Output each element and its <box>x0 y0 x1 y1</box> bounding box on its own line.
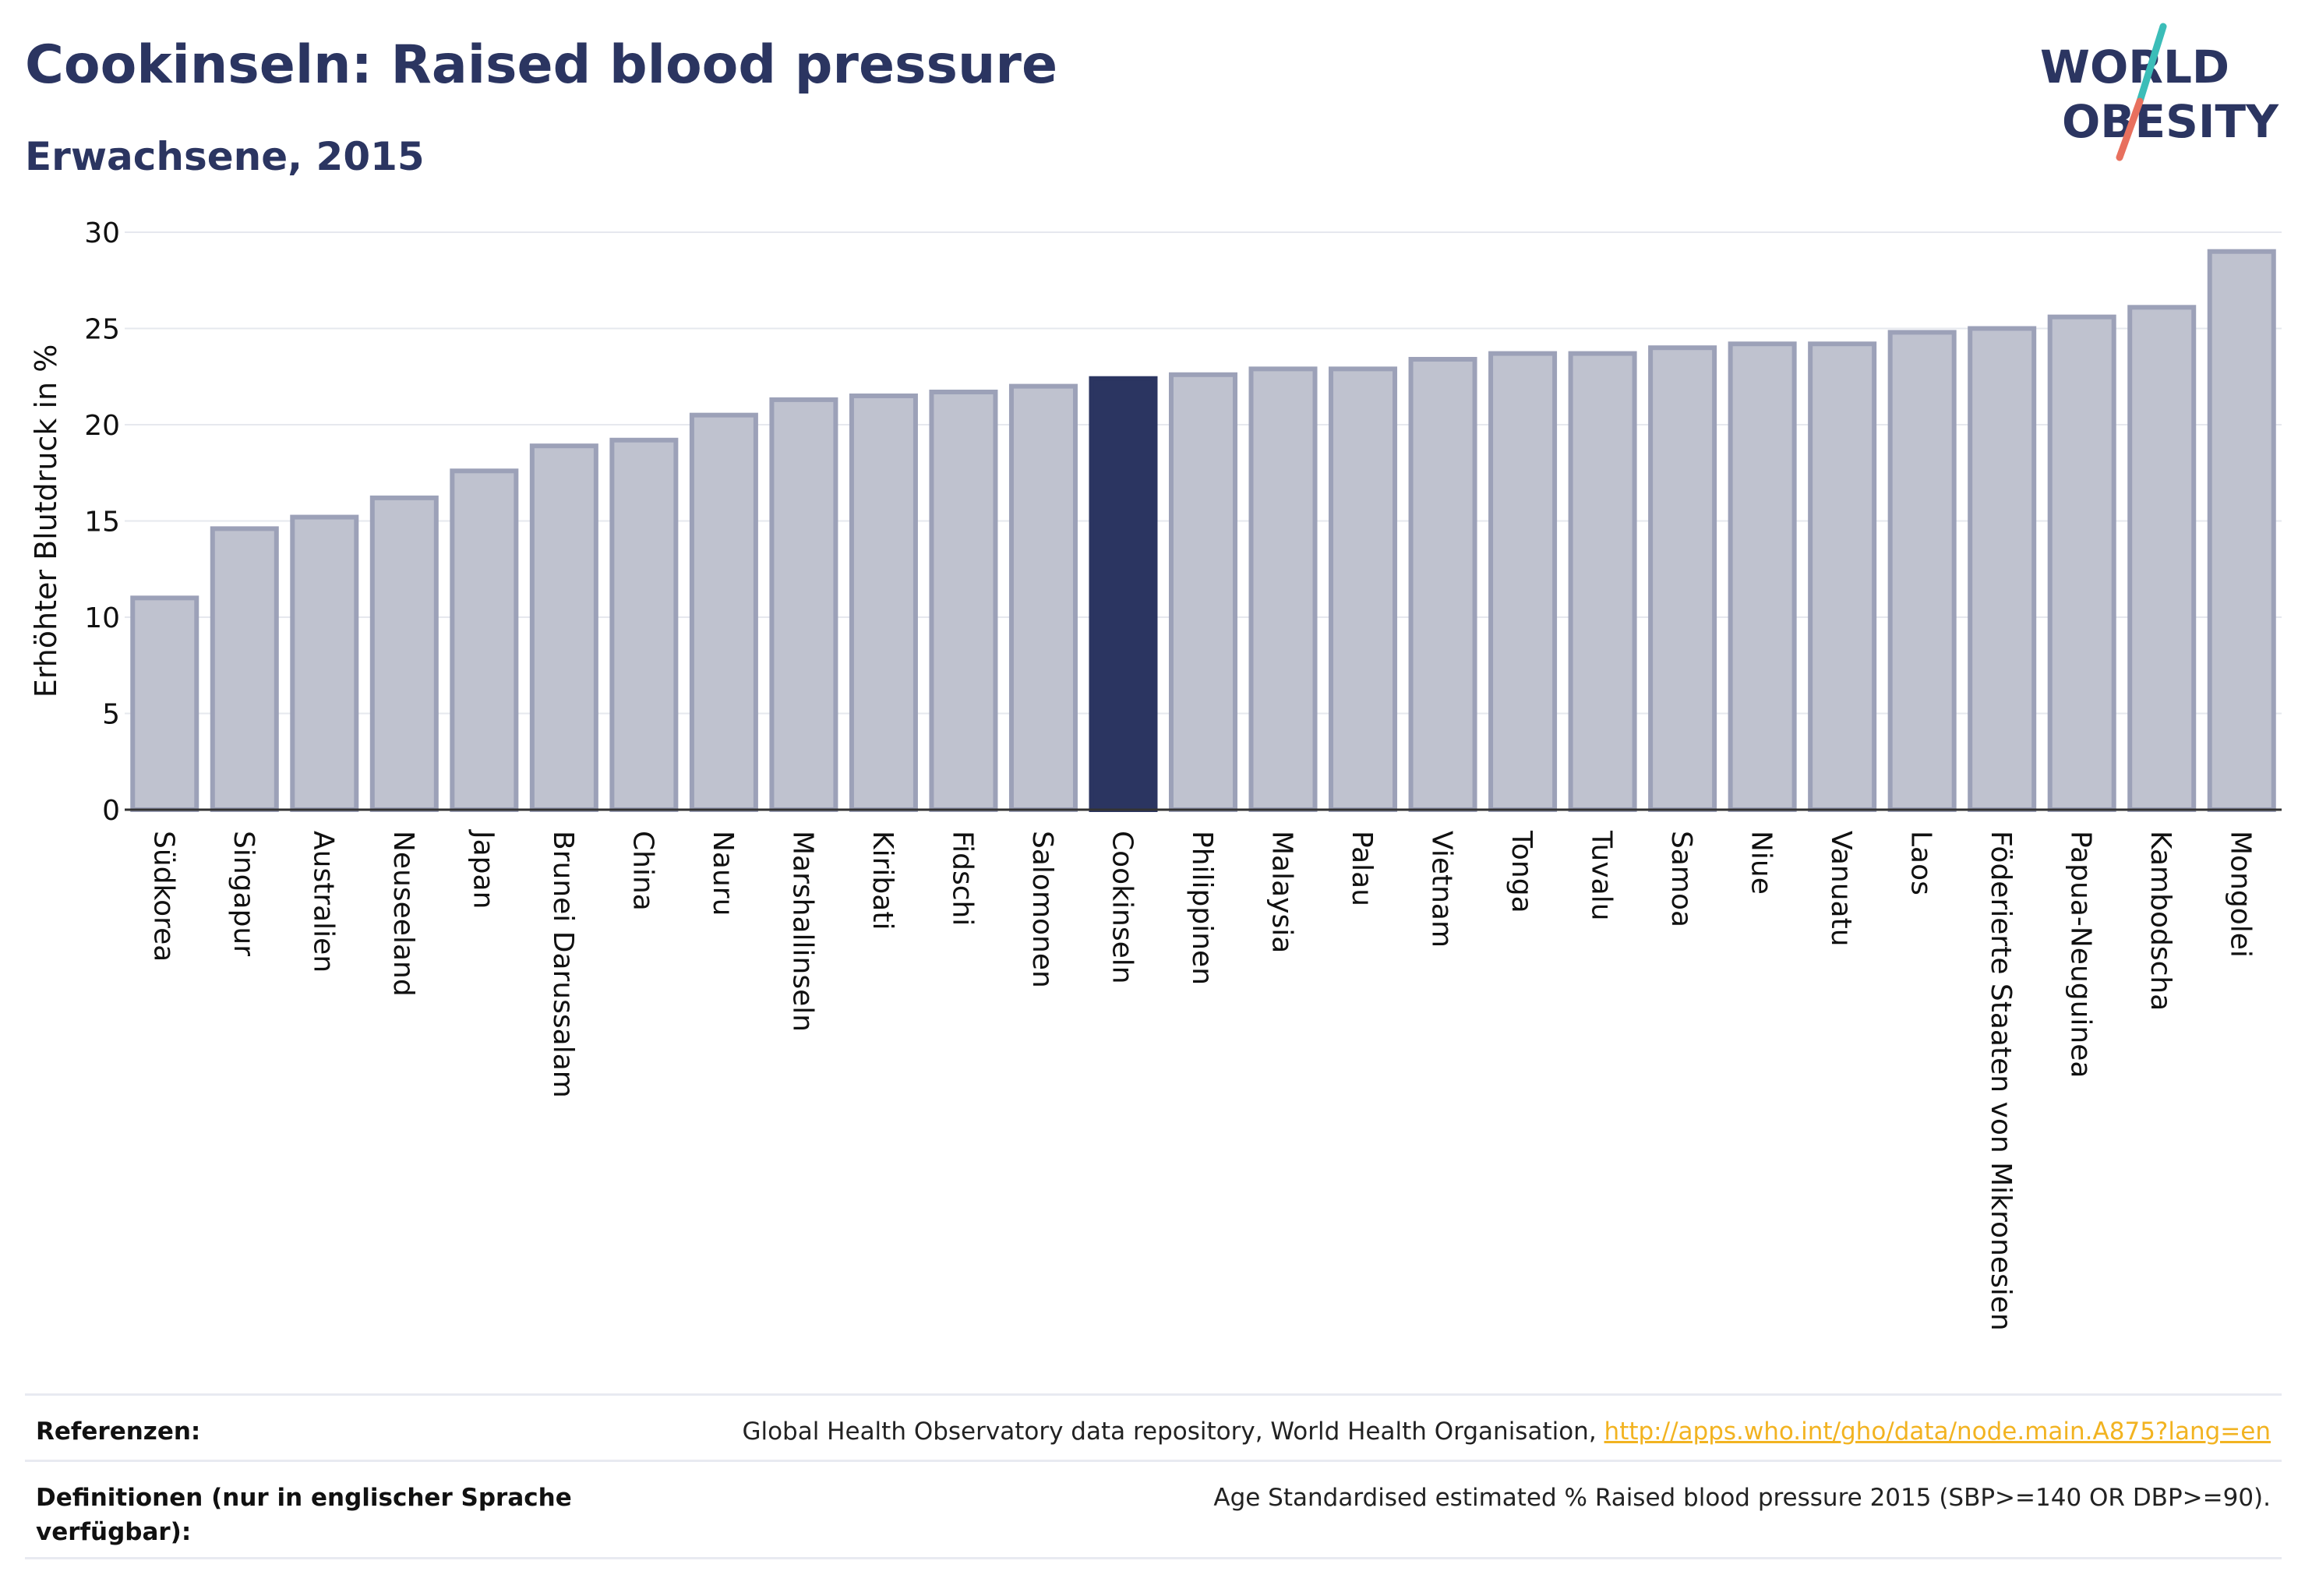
x-tick-label: Australien <box>307 831 339 973</box>
bar <box>210 526 279 812</box>
x-tick-label: Papua-Neuguinea <box>2065 831 2097 1078</box>
bar <box>450 468 519 813</box>
bar <box>1329 366 1398 812</box>
y-tick-label: 15 <box>84 507 120 538</box>
bars <box>130 249 2276 813</box>
definitions-label: Definitionen (nur in englischer Sprache … <box>36 1484 572 1546</box>
x-tick-label: Mongolei <box>2225 831 2257 958</box>
bar <box>929 390 998 812</box>
bar-highlighted <box>1089 376 1158 813</box>
x-tick-label: Kiribati <box>867 831 898 930</box>
bar <box>1568 351 1637 812</box>
x-tick-label: Singapur <box>228 831 259 956</box>
bar <box>609 437 679 812</box>
bar <box>2047 314 2116 812</box>
logo-line-2: OBESITY <box>2062 95 2279 148</box>
definitions-row: Definitionen (nur in englischer Sprache … <box>25 1460 2282 1559</box>
page-title: Cookinseln: Raised blood pressure <box>25 34 1058 96</box>
x-tick-label: Japan <box>467 829 499 909</box>
x-tick-label: Samoa <box>1665 831 1697 927</box>
references-row: Referenzen: Global Health Observatory da… <box>25 1393 2282 1460</box>
x-axis: Südkorea Singapur Australien Neuseeland Japa… <box>125 808 2282 1331</box>
bar <box>1008 383 1078 813</box>
bar <box>130 595 199 812</box>
x-tick-label: Tonga <box>1505 830 1537 913</box>
bar <box>1408 357 1477 812</box>
x-tick-label: Cookinseln <box>1106 831 1138 984</box>
x-tick-label: Philippinen <box>1186 831 1218 985</box>
bar <box>1728 341 1797 812</box>
y-axis: 0 5 10 15 20 25 30 <box>84 217 120 827</box>
x-tick-label: Laos <box>1905 831 1937 895</box>
y-tick-label: 30 <box>84 217 120 249</box>
y-axis-title: Erhöhter Blutdruck in % <box>29 344 63 698</box>
x-tick-label: Südkorea <box>147 831 179 962</box>
y-tick-label: 5 <box>102 699 120 731</box>
bar <box>1808 341 1877 812</box>
bar <box>689 412 758 813</box>
x-tick-label: Kambodscha <box>2144 831 2176 1011</box>
x-tick-label: Marshallinseln <box>786 831 818 1032</box>
page-subtitle: Erwachsene, 2015 <box>25 134 425 179</box>
bar <box>1968 326 2037 812</box>
bar <box>1168 372 1238 812</box>
references-label: Referenzen: <box>36 1418 201 1446</box>
x-tick-label: Neuseeland <box>387 831 419 997</box>
x-tick-label: Föderierte Staaten von Mikronesien <box>1985 831 2017 1331</box>
y-tick-label: 0 <box>102 795 120 827</box>
y-tick-label: 20 <box>84 410 120 442</box>
bar <box>769 397 838 812</box>
x-tick-label: Tuvalu <box>1586 830 1618 921</box>
logo-slash-coral <box>2116 97 2144 161</box>
references-value: Global Health Observatory data repositor… <box>742 1414 2271 1449</box>
bar <box>529 443 598 812</box>
definitions-value: Age Standardised estimated % Raised bloo… <box>1213 1484 2271 1512</box>
x-tick-label: Malaysia <box>1266 831 1298 953</box>
bar <box>2127 305 2197 812</box>
bar <box>1248 366 1318 812</box>
x-tick-label: Vanuatu <box>1825 831 1857 947</box>
x-tick-label: Vietnam <box>1426 831 1458 948</box>
x-tick-label: Palau <box>1346 831 1378 906</box>
bar <box>1648 345 1717 812</box>
footer-table: Referenzen: Global Health Observatory da… <box>25 1393 2282 1559</box>
x-tick-label: Fidschi <box>946 831 978 926</box>
world-obesity-logo: WORLD OBESITY <box>2040 23 2279 161</box>
y-tick-label: 10 <box>84 602 120 634</box>
bar <box>2207 249 2276 812</box>
logo-line-1: WORLD <box>2040 41 2229 94</box>
y-tick-label: 25 <box>84 314 120 346</box>
references-text: Global Health Observatory data repositor… <box>742 1418 1604 1446</box>
x-tick-label: Niue <box>1746 831 1777 895</box>
bar-chart: 0 5 10 15 20 25 30 Südkorea Singapur Australien N… <box>29 217 2282 1331</box>
references-link[interactable]: http://apps.who.int/gho/data/node.main.A… <box>1604 1418 2271 1446</box>
x-tick-label: Brunei Darussalam <box>547 831 579 1098</box>
bar <box>849 393 918 812</box>
x-tick-label: China <box>627 831 658 911</box>
x-tick-label: Salomonen <box>1026 831 1058 988</box>
x-tick-label: Nauru <box>707 831 739 916</box>
logo-slash-teal <box>2136 23 2167 105</box>
bar <box>290 514 359 812</box>
bar <box>369 495 439 812</box>
bar <box>1887 330 1957 812</box>
bar <box>1488 351 1558 812</box>
